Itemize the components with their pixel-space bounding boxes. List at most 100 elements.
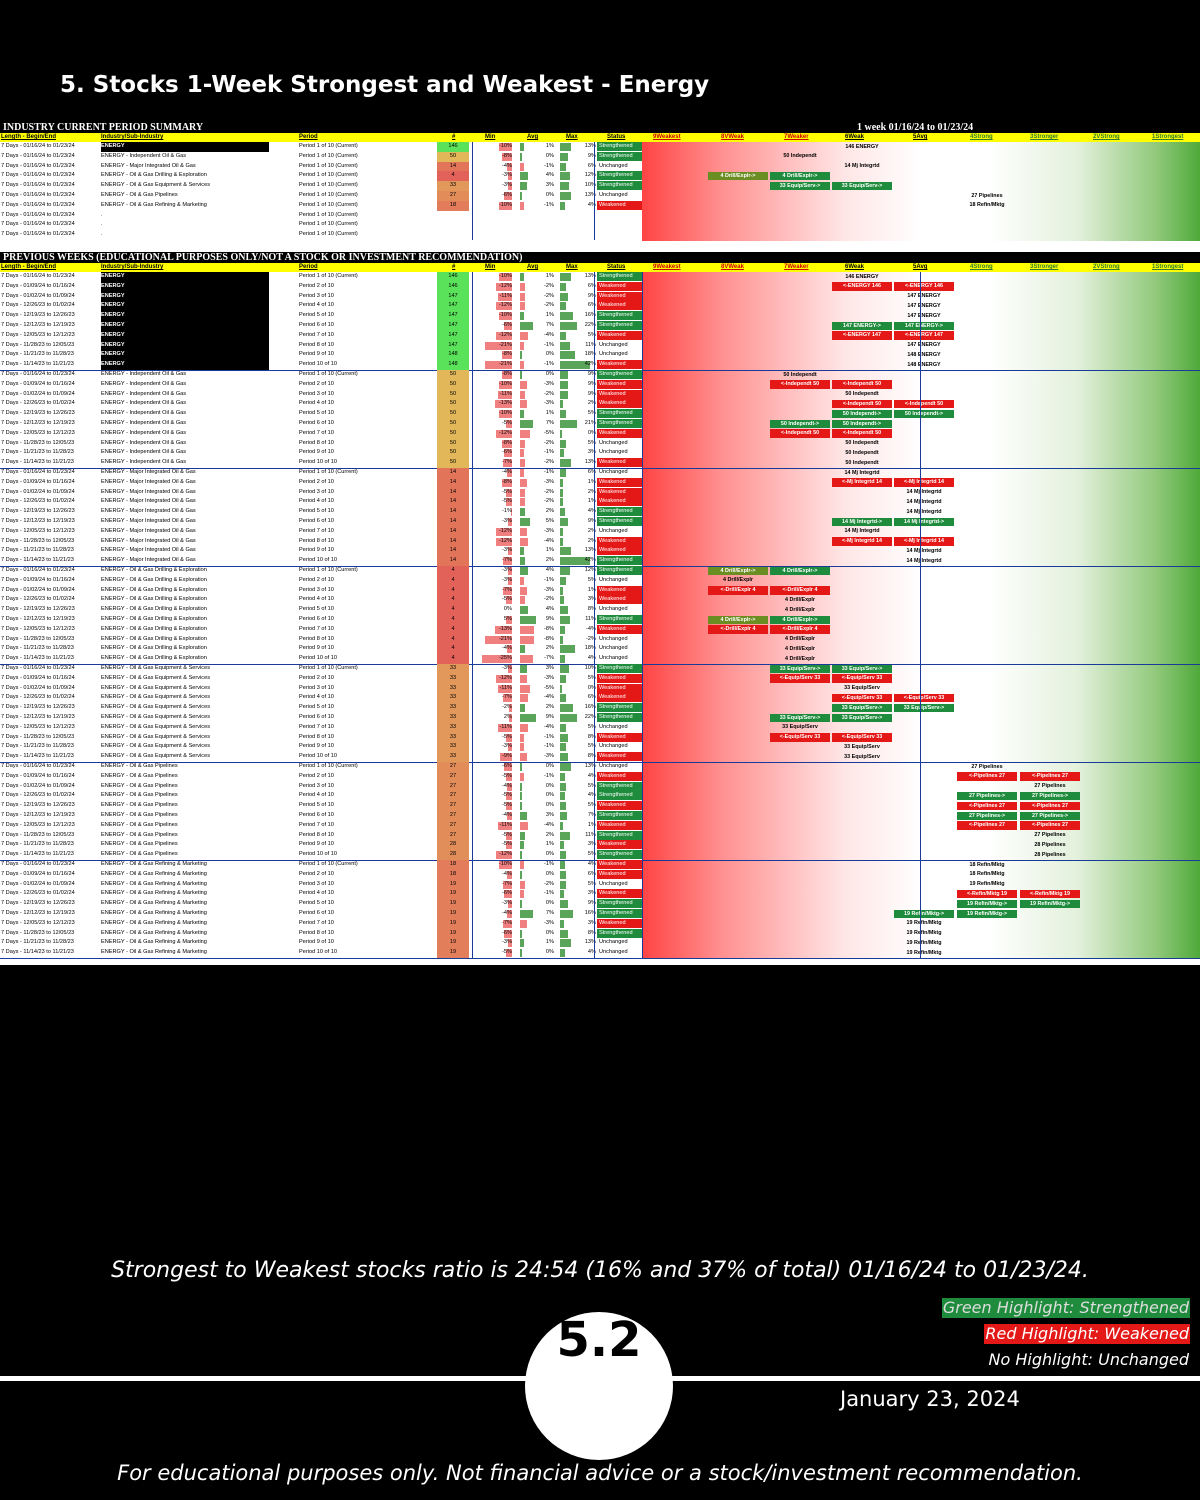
max-value: 4% bbox=[587, 201, 596, 208]
row-max: 5% bbox=[560, 576, 596, 585]
row-avg: 7% bbox=[520, 909, 554, 918]
min-value: -12% bbox=[498, 851, 512, 858]
column-divider bbox=[472, 142, 473, 240]
row-avg: -3% bbox=[520, 919, 554, 928]
row-period: Period 4 of 10 bbox=[299, 498, 334, 505]
min-bar bbox=[508, 182, 512, 191]
level-tag: <-ENERGY 146 bbox=[832, 282, 892, 291]
min-value: -12% bbox=[498, 282, 512, 289]
row-industry: ENERGY - Oil & Gas Refining & Marketing bbox=[101, 861, 207, 867]
min-bar bbox=[505, 733, 512, 742]
col-avg: Avg bbox=[527, 264, 539, 270]
row-min: -4% bbox=[480, 644, 512, 654]
level-tag: 50 Independt-> bbox=[832, 419, 892, 429]
min-value: -1% bbox=[502, 508, 512, 515]
min-bar bbox=[495, 400, 512, 409]
table-row: 7 Days - 11/28/23 to 12/05/23 ENERGY - Oi… bbox=[0, 634, 1200, 645]
max-bar bbox=[560, 910, 574, 918]
section-band: PREVIOUS WEEKS (EDUCATIONAL PURPOSES ONL… bbox=[0, 252, 1200, 263]
min-bar bbox=[496, 537, 512, 546]
max-value: 22% bbox=[584, 322, 596, 328]
row-industry: ENERGY - Oil & Gas Refining & Marketing bbox=[101, 939, 207, 946]
min-bar bbox=[508, 547, 512, 556]
row-industry: ENERGY - Independent Oil & Gas bbox=[101, 429, 187, 436]
level-tag: 14 Mj Integrtd bbox=[906, 489, 942, 496]
row-status: Weakened bbox=[597, 624, 642, 634]
table-row: 7 Days - 01/16/24 to 01/23/24 ENERGY Perio… bbox=[0, 272, 1200, 282]
row-max: 22% bbox=[560, 713, 596, 722]
row-status: Unchanged bbox=[599, 743, 628, 750]
row-period: Period 9 of 10 bbox=[299, 841, 334, 848]
row-min: -7% bbox=[480, 586, 512, 595]
row-length: 7 Days - 01/16/24 to 01/23/24 bbox=[1, 152, 75, 159]
row-industry: ENERGY - Independent Oil & Gas bbox=[101, 449, 187, 456]
min-value: -5% bbox=[502, 949, 512, 956]
table-row: 7 Days - 12/05/23 to 12/12/23 ENERGY Perio… bbox=[0, 330, 1200, 341]
avg-bar bbox=[520, 152, 522, 161]
row-length: 7 Days - 01/16/24 to 01/23/24 bbox=[1, 211, 75, 218]
row-max: 13% bbox=[560, 762, 596, 771]
row-min: -12% bbox=[480, 527, 512, 536]
avg-value: 0% bbox=[545, 371, 554, 377]
min-bar bbox=[501, 351, 512, 360]
avg-bar bbox=[520, 498, 525, 507]
level-tag: <-Independt 50 bbox=[894, 399, 954, 409]
row-length: 7 Days - 01/02/24 to 01/09/24 bbox=[1, 782, 75, 789]
row-period: Period 2 of 10 bbox=[299, 380, 334, 387]
legend-strengthened: Green Highlight: Strengthened bbox=[941, 1298, 1190, 1318]
avg-bar bbox=[520, 919, 527, 928]
row-max: 8% bbox=[560, 752, 596, 762]
table-row: 7 Days - 12/12/23 to 12/19/23 ENERGY - Oi… bbox=[0, 811, 1200, 821]
row-industry: ENERGY - Oil & Gas Equipment & Services bbox=[101, 714, 211, 720]
level-tag: 28 Pipelines bbox=[1034, 851, 1066, 858]
max-value: 3% bbox=[587, 841, 596, 848]
row-avg: 0% bbox=[520, 899, 554, 909]
min-bar bbox=[508, 172, 512, 181]
row-max: 12% bbox=[560, 566, 596, 575]
row-avg: 0% bbox=[520, 929, 554, 938]
row-min: -5% bbox=[480, 733, 512, 742]
row-period: Period 2 of 10 bbox=[299, 772, 334, 779]
row-period: Period 6 of 10 bbox=[299, 812, 334, 818]
max-bar bbox=[560, 714, 578, 722]
max-value: 7% bbox=[587, 812, 596, 818]
row-industry: ENERGY - Oil & Gas Pipelines bbox=[101, 831, 178, 838]
table-row: 7 Days - 12/26/23 to 01/02/24 ENERGY - Ma… bbox=[0, 497, 1200, 508]
max-value: 0% bbox=[587, 684, 596, 691]
max-bar bbox=[560, 665, 569, 673]
avg-bar bbox=[520, 331, 528, 340]
row-industry: ENERGY - Major Integrated Oil & Gas bbox=[101, 518, 196, 524]
row-status: Unchanged bbox=[599, 469, 628, 475]
avg-value: -3% bbox=[544, 380, 554, 387]
row-period: Period 1 of 10 (Current) bbox=[299, 763, 358, 769]
row-length: 7 Days - 11/21/23 to 11/28/23 bbox=[1, 547, 74, 554]
level-tag: 147 ENERGY-> bbox=[894, 321, 954, 331]
row-count: 148 bbox=[437, 350, 469, 361]
row-max: 4% bbox=[560, 860, 596, 869]
row-max: 13% bbox=[560, 142, 596, 151]
row-avg: 2% bbox=[520, 556, 554, 566]
row-avg: -2% bbox=[520, 488, 554, 497]
table-row: 7 Days - 11/14/23 to 11/21/23 ENERGY - Oi… bbox=[0, 654, 1200, 664]
avg-bar bbox=[520, 162, 524, 171]
row-length: 7 Days - 12/19/23 to 12/26/23 bbox=[1, 606, 75, 613]
min-value: -8% bbox=[502, 351, 512, 358]
min-value: -8% bbox=[502, 439, 512, 446]
min-value: -8% bbox=[502, 478, 512, 485]
row-status: Strengthened bbox=[597, 830, 642, 840]
avg-value: -1% bbox=[544, 162, 554, 169]
row-avg: 0% bbox=[520, 350, 554, 360]
row-industry: ENERGY - Oil & Gas Pipelines bbox=[101, 792, 178, 799]
level-tag: <-Mj Integrtd 14 bbox=[832, 537, 892, 546]
avg-bar bbox=[520, 763, 522, 771]
row-period: Period 5 of 10 bbox=[299, 410, 334, 417]
row-period: Period 7 of 10 bbox=[299, 919, 334, 926]
row-period: Period 8 of 10 bbox=[299, 341, 334, 348]
max-value: 42% bbox=[584, 361, 596, 368]
level-tag: 19 Refin/Mktg bbox=[906, 949, 942, 956]
avg-bar bbox=[520, 172, 528, 181]
max-bar bbox=[560, 743, 566, 752]
row-min: -2% bbox=[480, 703, 512, 713]
min-value: -4% bbox=[502, 910, 512, 916]
min-bar bbox=[505, 596, 512, 605]
